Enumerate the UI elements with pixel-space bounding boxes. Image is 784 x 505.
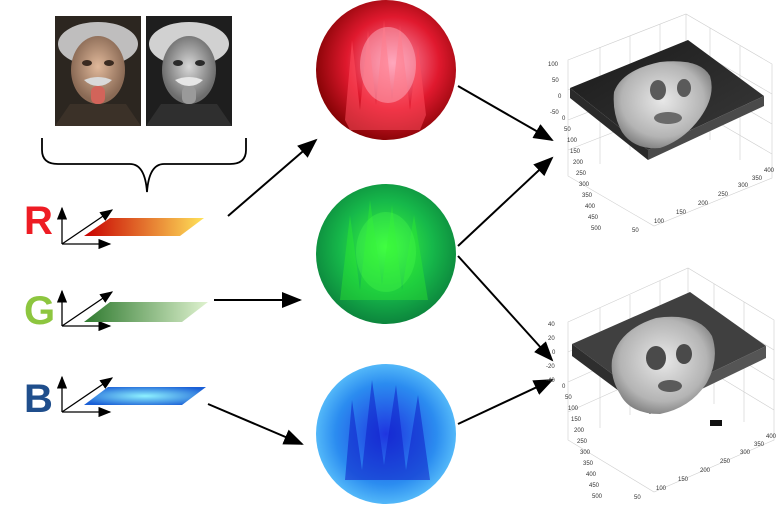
sphere-green-channel [316,184,456,324]
plot-bottom-y-tick: 200 [574,428,585,434]
plot-top-y-tick: 50 [564,127,571,133]
grouping-brace [41,138,247,193]
plot-top-y-tick: 450 [588,215,599,221]
plot-top-x-tick: 150 [676,210,687,216]
plot-bottom-y-tick: 450 [589,483,600,489]
arrow-green-to-bottom-plot [457,255,554,362]
plot-top-x-tick: 100 [654,219,665,225]
arrow-green-to-top-plot [457,156,554,247]
channel-axes-g [56,289,114,332]
plot-top-z-tick: -50 [550,110,559,116]
plot-bottom-z-tick: 40 [548,322,555,328]
plot-top-y-tick: 100 [567,138,578,144]
sphere-red-channel [316,0,456,140]
plot-top-y-tick: 500 [591,226,602,232]
channel-plane-r [84,218,204,236]
plot-bottom-z-tick: -20 [546,364,555,370]
arrow-blue-to-bottom-plot [457,379,554,425]
plot-bottom-x-tick: 100 [656,486,667,492]
channel-plane-b [84,387,206,405]
plot-top-y-tick: 200 [573,160,584,166]
channel-axes-r [56,206,114,250]
plot-top-z-tick: 50 [552,78,559,84]
plot-bottom-z-tick: -40 [546,378,555,384]
plot-bottom-y-tick: 100 [568,406,579,412]
arrow-r-to-sphere [227,138,318,217]
plot-top-y-tick: 0 [562,116,566,122]
channel-label-r: R [24,199,53,243]
plot-bottom-y-tick: 350 [583,461,594,467]
plot-top-y-tick: 250 [576,171,587,177]
channel-label-g: G [24,289,55,333]
photo-color-portrait [55,16,141,126]
plot-bottom-x-tick: 250 [720,459,731,465]
channel-label-b: B [24,377,53,421]
plot-top-y-tick: 300 [579,182,590,188]
plot-bottom-y-tick: 250 [577,439,588,445]
plot-bottom-z-tick: 20 [548,336,555,342]
plot-top-x-tick: 200 [698,201,709,207]
plot-top-x-tick: 250 [718,192,729,198]
plot-top-x-tick: 300 [738,183,749,189]
plot-top-x-tick: 50 [632,228,639,234]
plot-top-z-tick: 0 [558,94,562,100]
plot-bottom-x-tick: 150 [678,477,689,483]
arrow-b-to-sphere [207,403,304,445]
plot-bottom-y-tick: 300 [580,450,591,456]
plot-bottom-x-tick: 50 [634,495,641,501]
plot-bottom-y-tick: 150 [571,417,582,423]
plot-top-x-tick: 350 [752,176,763,182]
photo-grayscale-portrait [146,16,232,126]
plot-top-z-tick: 100 [548,62,559,68]
plot-bottom-x-tick: 400 [766,434,777,440]
arrow-red-to-top-plot [457,85,554,141]
plot-top-y-tick: 150 [570,149,581,155]
surface-plot-bottom: 40 20 0 -20 -40 0 50 100 150 200 250 300… [546,267,777,501]
plot-bottom-x-tick: 300 [740,450,751,456]
plot-bottom-y-tick: 0 [562,384,566,390]
plot-bottom-x-tick: 200 [700,468,711,474]
channel-axes-b [56,375,114,418]
plot-top-y-tick: 350 [582,193,593,199]
plot-bottom-y-tick: 50 [565,395,572,401]
surface-plot-top: 100 50 0 -50 0 50 100 150 200 250 300 35… [548,13,775,234]
plot-bottom-x-tick: 350 [754,442,765,448]
plot-top-x-tick: 400 [764,168,775,174]
plot-top-y-tick: 400 [585,204,596,210]
channel-plane-g [84,302,208,322]
sphere-blue-channel [316,364,456,504]
plot-bottom-y-tick: 400 [586,472,597,478]
plot-bottom-y-tick: 500 [592,494,603,500]
plot-bottom-z-tick: 0 [552,350,556,356]
